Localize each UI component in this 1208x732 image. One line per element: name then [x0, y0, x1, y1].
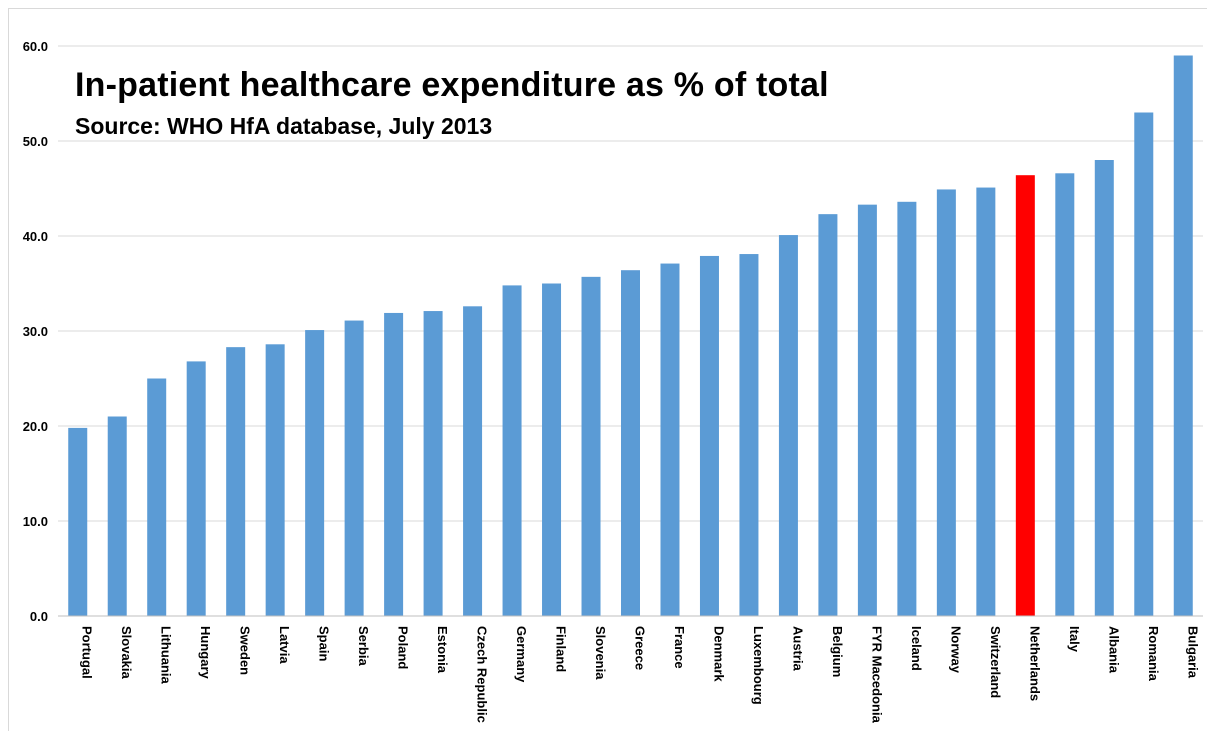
x-tick-label: Belgium — [830, 626, 845, 677]
x-tick-label: Poland — [396, 626, 411, 669]
bar-austria — [778, 235, 798, 617]
y-tick-label: 30.0 — [23, 324, 48, 339]
bar-germany — [502, 285, 522, 616]
x-tick-label: Estonia — [435, 626, 450, 674]
bar-iceland — [897, 201, 917, 617]
bar-latvia — [265, 344, 285, 616]
x-tick-label: FYR Macedonia — [869, 626, 884, 724]
bar-france — [660, 263, 680, 616]
bar-slovenia — [581, 276, 601, 616]
bar-sweden — [226, 347, 246, 616]
x-tick-label: Latvia — [277, 626, 292, 664]
x-axis-labels: Portugal Slovakia Lithuania Hungary Sweden La… — [80, 626, 1201, 724]
x-tick-label: Bulgaria — [1185, 626, 1200, 679]
bar-luxembourg — [739, 254, 759, 617]
bar-belgium — [818, 214, 838, 616]
x-tick-label: Serbia — [356, 626, 371, 667]
bar-fyr-macedonia — [857, 204, 877, 616]
x-tick-label: Germany — [514, 626, 529, 683]
chart-title: In-patient healthcare expenditure as % o… — [75, 66, 829, 104]
y-axis-ticks: 0.0 10.0 20.0 30.0 40.0 50.0 60.0 — [23, 39, 48, 624]
bar-norway — [936, 189, 956, 616]
bar-romania — [1134, 112, 1154, 616]
bar-albania — [1094, 160, 1114, 616]
bar-poland — [384, 312, 404, 616]
bar-hungary — [186, 361, 206, 616]
x-tick-label: Spain — [317, 626, 332, 661]
x-tick-label: France — [672, 626, 687, 669]
x-tick-label: Slovakia — [119, 626, 134, 680]
x-tick-label: Denmark — [711, 626, 726, 682]
x-tick-label: Norway — [948, 626, 963, 674]
x-tick-label: Netherlands — [1027, 626, 1042, 701]
y-tick-label: 0.0 — [30, 609, 48, 624]
bar-czech-republic — [463, 306, 483, 616]
x-tick-label: Iceland — [909, 626, 924, 671]
x-tick-label: Czech Republic — [475, 626, 490, 723]
x-tick-label: Hungary — [198, 626, 213, 680]
y-tick-label: 10.0 — [23, 514, 48, 529]
x-tick-label: Romania — [1146, 626, 1161, 682]
y-tick-label: 20.0 — [23, 419, 48, 434]
bar-lithuania — [147, 378, 167, 616]
bar-finland — [542, 283, 562, 616]
x-tick-label: Lithuania — [159, 626, 174, 685]
bar-serbia — [344, 320, 364, 616]
x-tick-label: Greece — [633, 626, 648, 670]
y-tick-label: 40.0 — [23, 229, 48, 244]
chart-frame — [8, 8, 1207, 731]
bar-slovakia — [107, 416, 127, 616]
x-tick-label: Slovenia — [593, 626, 608, 680]
bar-switzerland — [976, 187, 996, 617]
bar-estonia — [423, 311, 443, 616]
x-tick-label: Switzerland — [988, 626, 1003, 698]
y-tick-label: 60.0 — [23, 39, 48, 54]
bars — [68, 55, 1193, 617]
bar-portugal — [68, 427, 88, 616]
chart-subtitle: Source: WHO HfA database, July 2013 — [75, 113, 493, 139]
x-tick-label: Finland — [554, 626, 569, 672]
x-tick-label: Portugal — [80, 626, 95, 679]
bar-greece — [621, 270, 640, 616]
bar-denmark — [699, 255, 719, 616]
x-tick-label: Austria — [790, 626, 805, 672]
y-tick-label: 50.0 — [23, 134, 48, 149]
bar-italy — [1055, 173, 1075, 617]
x-tick-label: Luxembourg — [751, 626, 766, 705]
x-tick-label: Italy — [1067, 626, 1082, 653]
bar-netherlands — [1015, 175, 1035, 616]
x-tick-label: Albania — [1106, 626, 1121, 674]
bar-spain — [305, 330, 325, 616]
bar-bulgaria — [1173, 55, 1193, 616]
x-tick-label: Sweden — [238, 626, 253, 675]
